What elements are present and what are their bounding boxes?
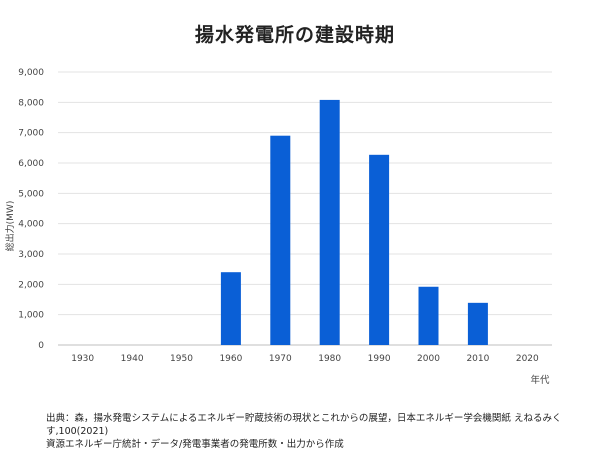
x-tick-label: 1940: [121, 354, 144, 364]
x-tick-label: 1930: [71, 354, 94, 364]
bar-chart: 0 1,000 2,000 3,000 4,000 5,000 6,000 7,000 8,00…: [4, 68, 552, 386]
chart-title: 揚水発電所の建設時期: [194, 24, 395, 46]
y-tick-label: 5,000: [18, 189, 44, 199]
source-note: 出典：森，揚水発電システムによるエネルギー貯蔵技術の現状とこれからの展望，日本エ…: [46, 412, 590, 451]
x-tick-label: 1950: [170, 354, 193, 364]
bar-2000: [418, 286, 439, 345]
source-line-1: 出典：森，揚水発電システムによるエネルギー貯蔵技術の現状とこれからの展望，日本エ…: [46, 413, 562, 437]
y-tick-label: 8,000: [18, 98, 44, 108]
x-tick-label: 1970: [269, 354, 292, 364]
bar-1990: [369, 154, 390, 345]
bars: [220, 99, 488, 345]
y-tick-label: 2,000: [18, 280, 44, 290]
x-tick-label: 1980: [318, 354, 341, 364]
x-axis-label: 年代: [530, 374, 550, 386]
x-tick-label: 2010: [466, 354, 489, 364]
y-tick-label: 6,000: [18, 159, 44, 169]
x-tick-label: 2000: [417, 354, 440, 364]
gridlines: [58, 71, 552, 346]
y-tick-labels: 0 1,000 2,000 3,000 4,000 5,000 6,000 7,000 8,00…: [18, 68, 44, 351]
bar-2010: [467, 302, 488, 345]
bar-1970: [270, 135, 291, 345]
y-tick-label: 3,000: [18, 250, 44, 260]
x-tick-label: 1960: [219, 354, 242, 364]
y-tick-label: 1,000: [18, 311, 44, 321]
y-tick-label: 0: [38, 341, 44, 351]
bar-1960: [220, 272, 241, 345]
bar-1980: [319, 99, 340, 345]
source-line-2: 資源エネルギー庁統計・データ/発電事業者の発電所数・出力から作成: [46, 439, 344, 450]
y-axis-label: 総出力(MW): [4, 201, 16, 252]
x-tick-labels: 1930 1940 1950 1960 1970 1980 1990 2000 2010 2020: [71, 354, 539, 364]
y-tick-label: 9,000: [18, 68, 44, 78]
x-tick-label: 1990: [368, 354, 391, 364]
y-tick-label: 4,000: [18, 220, 44, 230]
x-tick-label: 2020: [516, 354, 539, 364]
y-tick-label: 7,000: [18, 129, 44, 139]
